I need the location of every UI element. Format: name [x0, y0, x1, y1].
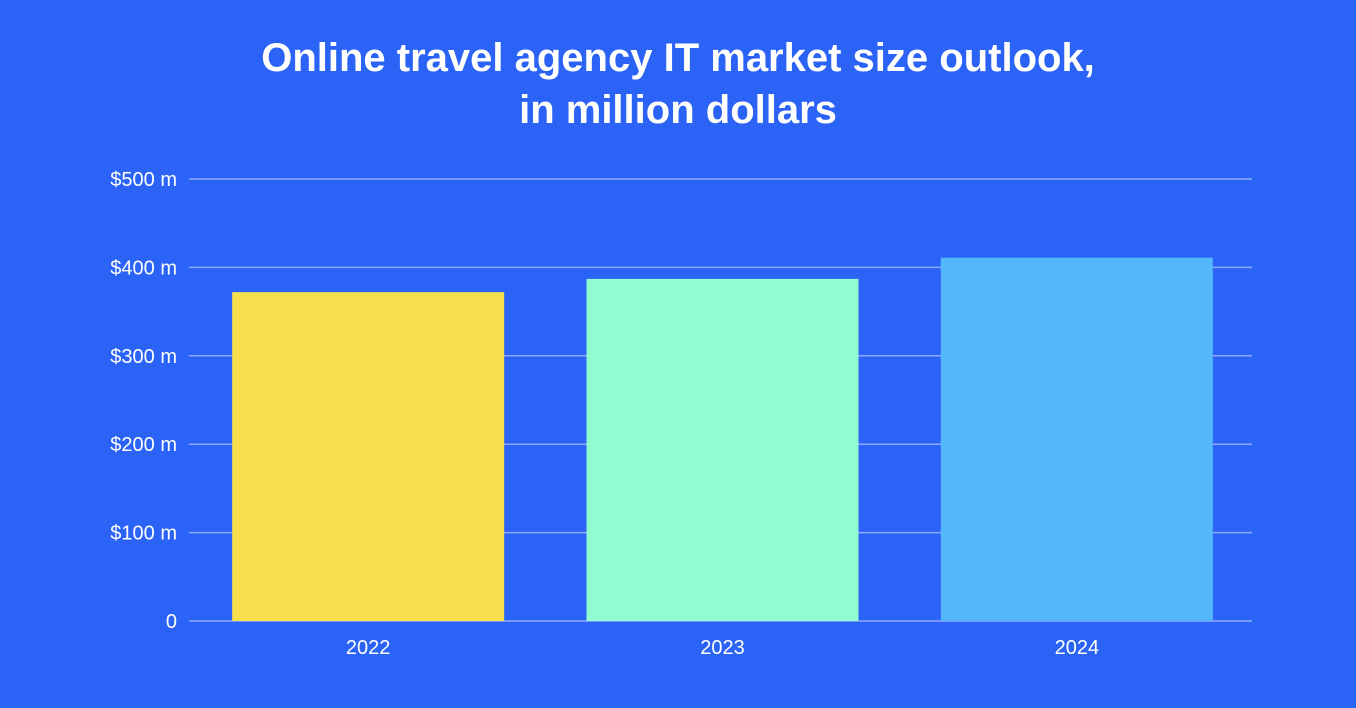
- y-tick-label: 0: [166, 611, 177, 633]
- x-tick-label: 2022: [346, 637, 391, 659]
- bar-2024: [940, 257, 1213, 621]
- y-tick-label: $500 m: [110, 169, 177, 191]
- y-tick-label: $100 m: [110, 523, 177, 545]
- chart-title: Online travel agency IT market size outl…: [0, 32, 1356, 136]
- chart-title-line-1: Online travel agency IT market size outl…: [261, 36, 1095, 80]
- y-tick-label: $200 m: [110, 434, 177, 456]
- bar-2023: [586, 278, 859, 621]
- y-axis-tick-labels: 0 $100 m $200 m $300 m $400 m $500 m: [110, 169, 177, 633]
- bar-2022: [232, 292, 505, 621]
- bars: [232, 257, 1213, 621]
- chart-title-line-2: in million dollars: [519, 88, 837, 132]
- x-axis-tick-labels: 2022 2023 2024: [346, 637, 1099, 659]
- x-tick-label: 2023: [700, 637, 745, 659]
- x-tick-label: 2024: [1055, 637, 1100, 659]
- y-tick-label: $300 m: [110, 346, 177, 368]
- y-tick-label: $400 m: [110, 257, 177, 279]
